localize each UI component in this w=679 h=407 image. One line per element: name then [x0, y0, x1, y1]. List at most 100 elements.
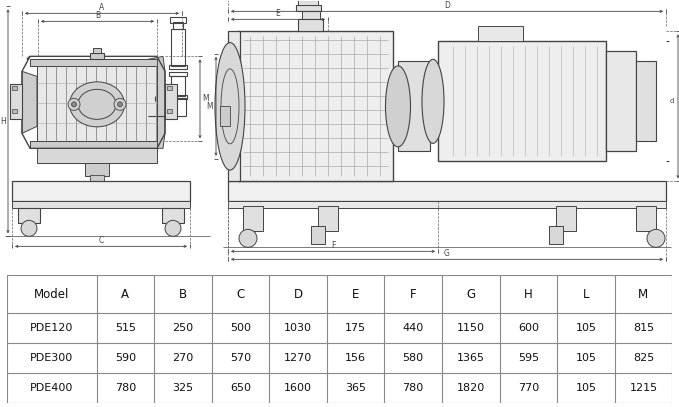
Text: 515: 515: [115, 324, 136, 333]
Text: PDE300: PDE300: [30, 353, 73, 363]
Text: D: D: [444, 1, 450, 10]
Text: H: H: [0, 117, 5, 126]
Text: 595: 595: [518, 353, 539, 363]
Text: 1215: 1215: [629, 383, 657, 393]
Bar: [228, 201, 666, 208]
Polygon shape: [148, 56, 165, 148]
Bar: [12, 201, 190, 208]
Text: Model: Model: [34, 288, 69, 301]
Bar: [318, 206, 338, 231]
Text: 570: 570: [230, 353, 251, 363]
Circle shape: [71, 102, 77, 107]
Bar: [238, 31, 393, 182]
Text: C: C: [236, 288, 244, 301]
Text: 270: 270: [172, 353, 194, 363]
Text: 590: 590: [115, 353, 136, 363]
Text: 1820: 1820: [457, 383, 485, 393]
Text: 1600: 1600: [284, 383, 312, 393]
Bar: [12, 109, 17, 113]
Text: 105: 105: [575, 383, 596, 393]
Bar: [93, 48, 101, 53]
Circle shape: [165, 220, 181, 236]
Text: 175: 175: [345, 324, 366, 333]
Bar: [228, 182, 666, 201]
Text: F: F: [331, 241, 335, 250]
Bar: [302, 11, 320, 20]
Bar: [438, 42, 606, 161]
Text: 580: 580: [403, 353, 424, 363]
Text: D: D: [293, 288, 303, 301]
Bar: [165, 84, 177, 119]
Bar: [170, 98, 186, 116]
Text: 325: 325: [172, 383, 194, 393]
Bar: [298, 0, 318, 5]
Bar: [170, 18, 186, 23]
Text: d: d: [670, 98, 674, 104]
Bar: [243, 206, 263, 231]
Bar: [167, 109, 172, 113]
Bar: [169, 66, 187, 69]
Text: C: C: [98, 236, 104, 245]
Text: 1030: 1030: [284, 324, 312, 333]
Text: 815: 815: [633, 324, 654, 333]
Text: A: A: [99, 3, 105, 12]
Text: 770: 770: [517, 383, 539, 393]
Bar: [220, 56, 230, 151]
Text: E: E: [276, 9, 280, 18]
Bar: [298, 20, 323, 31]
Circle shape: [239, 230, 257, 247]
Circle shape: [117, 102, 122, 107]
Bar: [636, 206, 656, 231]
Bar: [167, 86, 172, 90]
Bar: [228, 31, 240, 182]
Text: 105: 105: [575, 324, 596, 333]
Bar: [171, 29, 185, 66]
Bar: [606, 51, 636, 151]
Ellipse shape: [69, 82, 124, 127]
Bar: [12, 182, 190, 201]
Bar: [37, 148, 157, 163]
Circle shape: [647, 230, 665, 247]
Text: PDE120: PDE120: [30, 324, 73, 333]
Text: 825: 825: [633, 353, 654, 363]
Text: B: B: [179, 288, 187, 301]
Bar: [556, 206, 576, 231]
Bar: [18, 208, 40, 223]
Text: 500: 500: [230, 324, 251, 333]
Text: G: G: [466, 288, 475, 301]
Bar: [85, 163, 109, 176]
Text: F: F: [410, 288, 416, 301]
Bar: [311, 226, 325, 244]
Bar: [171, 77, 185, 96]
Text: 1365: 1365: [457, 353, 485, 363]
Bar: [90, 53, 104, 59]
Ellipse shape: [215, 43, 245, 170]
Bar: [478, 26, 523, 42]
Text: 156: 156: [345, 353, 366, 363]
Text: 105: 105: [575, 353, 596, 363]
Text: 780: 780: [403, 383, 424, 393]
Text: 1150: 1150: [457, 324, 485, 333]
Bar: [220, 106, 230, 126]
Text: 440: 440: [403, 324, 424, 333]
Text: 1270: 1270: [284, 353, 312, 363]
Text: H: H: [524, 288, 533, 301]
Circle shape: [21, 220, 37, 236]
Text: PDE400: PDE400: [30, 383, 73, 393]
Text: M: M: [206, 102, 213, 111]
Ellipse shape: [422, 59, 444, 143]
Text: E: E: [352, 288, 359, 301]
Bar: [90, 175, 104, 183]
Bar: [173, 22, 183, 29]
Text: L: L: [583, 288, 589, 301]
Circle shape: [114, 98, 126, 110]
Bar: [169, 95, 187, 99]
Text: 365: 365: [345, 383, 366, 393]
Bar: [37, 66, 157, 141]
Circle shape: [68, 98, 80, 110]
Text: M: M: [638, 288, 648, 301]
Bar: [549, 226, 563, 244]
Ellipse shape: [386, 66, 411, 147]
Text: 600: 600: [518, 324, 539, 333]
Text: 780: 780: [115, 383, 136, 393]
